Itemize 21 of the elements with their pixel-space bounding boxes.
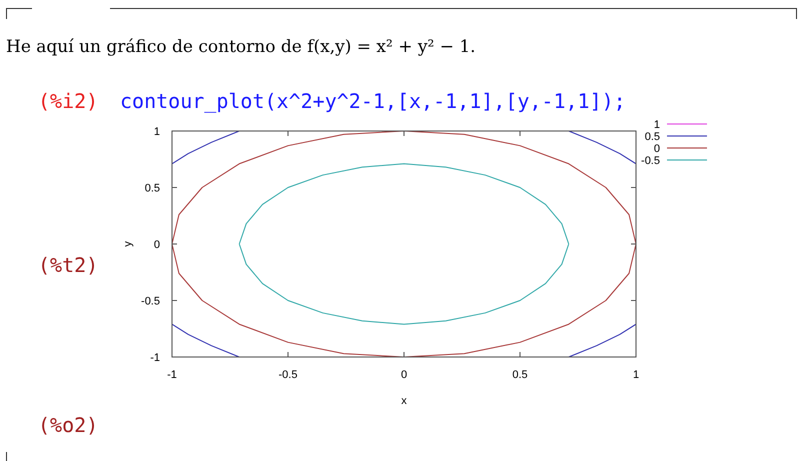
y-tick-label: 1: [154, 126, 160, 138]
x-tick-label: -1: [167, 369, 177, 381]
legend-label: 0.5: [644, 131, 660, 143]
y-tick-label: 0: [154, 239, 160, 251]
x-tick-label: 0: [400, 369, 408, 381]
y-tick-label: 0.5: [144, 182, 160, 194]
y-tick-label: -1: [150, 352, 160, 364]
y-tick-label: -0.5: [141, 296, 160, 308]
x-tick-label: -0.5: [278, 369, 298, 381]
text: (%t2): [38, 253, 98, 277]
x-tick-label: 0.5: [512, 369, 528, 381]
x-tick-label: 1: [632, 369, 640, 381]
chart-title: He aquí un gráfico de contorno de f(x,y) = x² + y² − 1.: [6, 37, 476, 57]
legend-label: -0.5: [641, 155, 660, 167]
x-axis-title: x: [401, 395, 408, 407]
text: (%o2): [38, 413, 98, 437]
text: (%i2): [38, 89, 98, 113]
legend-label: 0: [654, 143, 660, 155]
y-axis-title: y: [122, 240, 134, 247]
text: contour_plot(x^2+y^2-1,[x,-1,1],[y,-1,1]);: [120, 89, 626, 113]
legend-label: 1: [654, 119, 660, 131]
